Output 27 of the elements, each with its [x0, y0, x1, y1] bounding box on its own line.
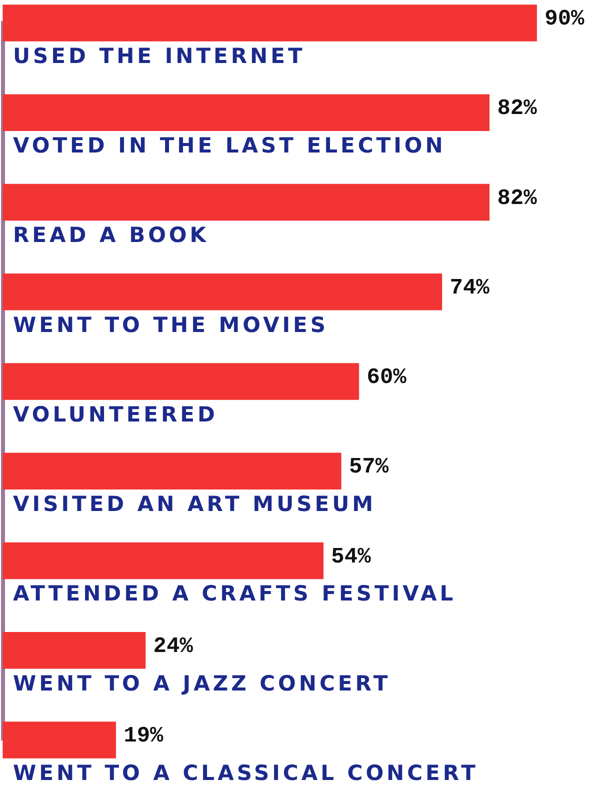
data-label: 54%: [331, 544, 372, 570]
bar: [2, 542, 324, 580]
y-tick-label: WENT TO A JAZZ CONCERT: [13, 671, 391, 696]
bar: [2, 632, 146, 669]
y-tick-label: VISITED AN ART MUSEUM: [13, 492, 376, 516]
bar: [2, 4, 537, 42]
y-tick-label: USED THE INTERNET: [13, 44, 306, 68]
data-label: 90%: [544, 6, 586, 32]
y-tick-label: VOTED IN THE LAST ELECTION: [13, 134, 446, 158]
y-tick-label: WENT TO THE MOVIES: [13, 312, 328, 337]
y-tick-label: WENT TO A CLASSICAL CONCERT: [13, 760, 478, 785]
bar: [2, 363, 360, 400]
data-label: 57%: [348, 454, 390, 480]
data-label: 82%: [497, 186, 538, 211]
data-label: 24%: [153, 634, 194, 659]
y-tick-label: READ A BOOK: [13, 223, 210, 248]
bar: [2, 184, 490, 221]
data-label: 19%: [124, 724, 164, 749]
bar: [2, 274, 442, 310]
data-label: 60%: [366, 365, 408, 390]
y-tick-label: ATTENDED A CRAFTS FESTIVAL: [13, 582, 456, 606]
data-label: 74%: [450, 275, 490, 300]
bar: [2, 722, 116, 758]
data-label: 82%: [497, 96, 538, 122]
y-tick-label: VOLUNTEERED: [13, 402, 218, 426]
bar: [2, 452, 342, 490]
bar: [2, 94, 490, 131]
